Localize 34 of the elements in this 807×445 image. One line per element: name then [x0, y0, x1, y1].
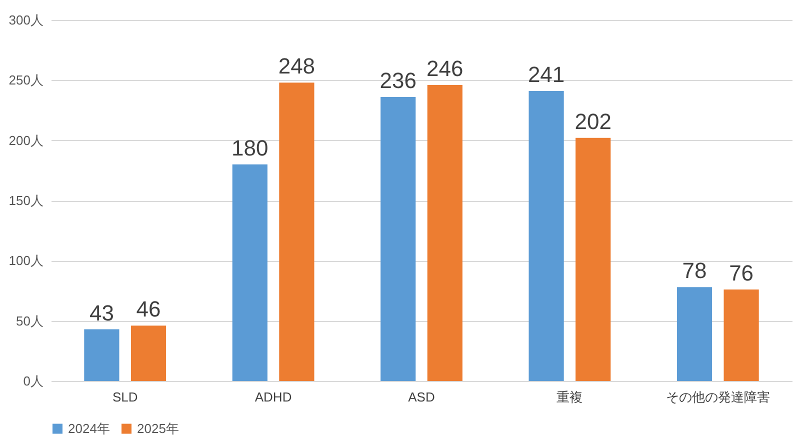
bar — [427, 84, 462, 381]
bar — [724, 290, 759, 381]
legend-label: 2025年 — [137, 420, 179, 436]
y-tick-label: 50人 — [16, 313, 44, 328]
data-label: 248 — [278, 54, 316, 79]
x-tick-label: ADHD — [254, 390, 292, 404]
data-label: 76 — [729, 260, 754, 286]
data-label: 78 — [682, 258, 707, 284]
y-tick-label: 0人 — [23, 374, 44, 388]
x-tick-label: その他の発達障害 — [666, 390, 770, 404]
bar — [232, 164, 268, 381]
y-tick-label: 200人 — [8, 132, 44, 148]
bar — [576, 138, 611, 381]
data-label: 241 — [528, 62, 565, 87]
y-tick-label: 300人 — [8, 12, 44, 28]
y-tick-label: 250人 — [8, 72, 44, 88]
legend-label: 2024年 — [68, 420, 110, 436]
data-label: 236 — [380, 68, 416, 94]
data-label: 180 — [232, 135, 268, 160]
bar — [676, 287, 712, 381]
x-tick-label: ASD — [408, 390, 435, 404]
data-label: 43 — [89, 300, 114, 326]
y-tick-label: 100人 — [8, 253, 44, 268]
bar — [380, 97, 416, 381]
bar — [130, 326, 166, 381]
x-tick-label: 重複 — [556, 390, 583, 404]
bar — [84, 329, 120, 381]
bar — [279, 82, 314, 381]
y-tick-label: 150人 — [8, 193, 44, 208]
bar — [528, 90, 564, 381]
data-label: 246 — [426, 56, 464, 81]
data-label: 202 — [574, 108, 612, 134]
x-tick-label: SLD — [112, 390, 138, 404]
data-label: 46 — [136, 296, 161, 322]
